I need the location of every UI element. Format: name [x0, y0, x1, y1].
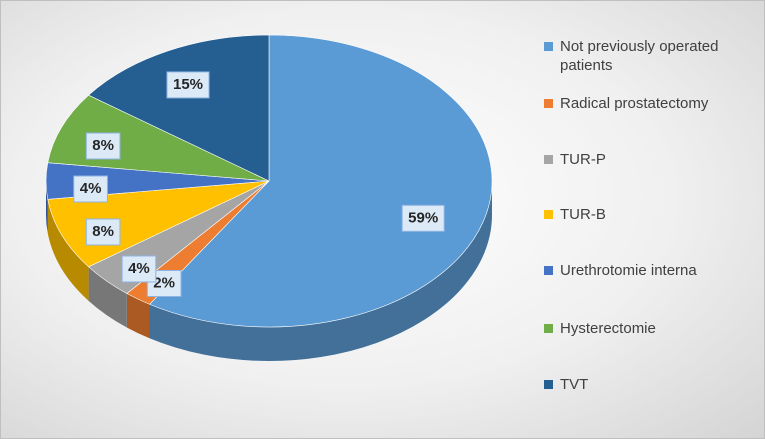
data-label-group: 4% — [121, 255, 157, 283]
data-label: 8% — [92, 137, 114, 154]
data-label-group: 15% — [166, 71, 210, 99]
data-label-group: 59% — [401, 204, 445, 232]
slice-side — [46, 181, 48, 234]
data-label: 2% — [153, 274, 175, 291]
data-label-group: 8% — [85, 132, 121, 160]
legend-label: Radical prostatectomy — [560, 95, 709, 112]
legend-label: Hysterectomie — [560, 320, 656, 337]
data-label-box — [121, 255, 157, 283]
data-label-box — [166, 71, 210, 99]
legend-item: Urethrotomie interna — [544, 261, 764, 280]
legend-item: Radical prostatectomy — [544, 94, 764, 113]
legend-label: Not previously operated patients — [560, 38, 719, 74]
data-label: 8% — [92, 223, 114, 240]
legend-item: Not previously operated patients — [544, 37, 764, 75]
data-label-box — [85, 218, 121, 246]
data-label-box — [85, 132, 121, 160]
slice — [88, 34, 270, 182]
data-label-group: 4% — [73, 175, 108, 203]
data-label: 15% — [173, 76, 203, 93]
legend-item: TUR-P — [544, 150, 764, 169]
legend-item: TVT — [544, 375, 764, 394]
legend-swatch — [544, 42, 553, 51]
data-label-group: 8% — [85, 218, 121, 246]
legend-swatch — [544, 324, 553, 333]
legend-label: TUR-P — [560, 151, 606, 168]
slice-side — [47, 199, 89, 301]
legend-item: TUR-B — [544, 205, 764, 224]
legend-label: Urethrotomie interna — [560, 262, 697, 279]
data-label: 4% — [80, 180, 102, 197]
legend-swatch — [544, 99, 553, 108]
legend-swatch — [544, 155, 553, 164]
slice-side — [126, 293, 150, 339]
legend-swatch — [544, 210, 553, 219]
legend-swatch — [544, 266, 553, 275]
data-label: 59% — [408, 209, 438, 226]
legend-label: TVT — [560, 376, 589, 393]
slice-side — [88, 266, 127, 328]
legend-swatch — [544, 380, 553, 389]
slice — [148, 34, 493, 328]
data-label-box — [401, 204, 445, 232]
slice-side — [149, 181, 492, 361]
legend-label: TUR-B — [560, 206, 606, 223]
slice — [47, 94, 270, 182]
data-label: 4% — [128, 260, 150, 277]
data-label-box — [73, 175, 108, 203]
legend-item: Hysterectomie — [544, 319, 764, 338]
